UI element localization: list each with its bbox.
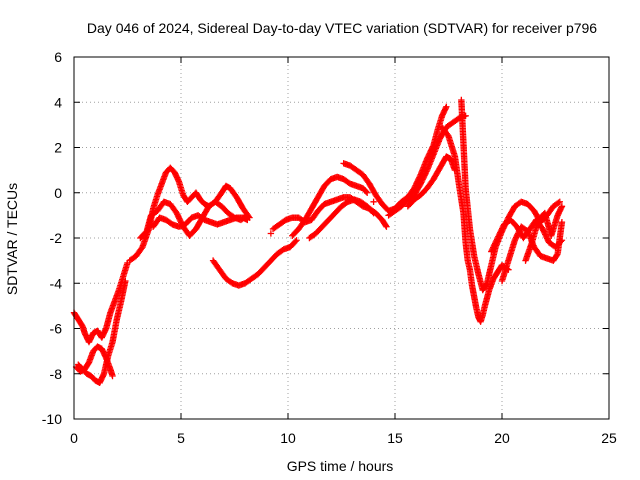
x-tick-label: 20 [494,430,510,446]
data-point [369,208,376,216]
data-point [109,372,116,380]
y-axis-label: SDTVAR / TECUs [4,183,20,295]
y-tick-label: -6 [50,321,63,337]
data-point [382,222,389,229]
data-point [362,188,370,195]
data-point [383,223,390,230]
data-point [122,277,129,285]
data-point [555,199,562,206]
data-point [293,237,300,244]
data-point [558,203,566,210]
chart-title: Day 046 of 2024, Sidereal Day-to-day VTE… [87,20,597,36]
y-tick-label: -2 [50,230,63,246]
data-point [292,238,299,245]
x-tick-label: 25 [601,430,617,446]
data-point [443,103,450,110]
x-tick-label: 5 [177,430,185,446]
y-tick-label: -10 [42,411,62,427]
data-point-isolated [361,187,369,194]
y-tick-label: 0 [54,185,62,201]
data-point [556,198,563,205]
y-tick-label: -8 [50,366,63,382]
y-tick-label: 2 [54,140,62,156]
axis-ticks: 0 5 10 15 20 25 -10 -8 -6 -4 -2 0 2 4 6 [42,49,617,446]
y-tick-label: 6 [54,49,62,65]
x-tick-label: 10 [280,430,296,446]
x-tick-label: 0 [70,430,78,446]
data-point [244,216,251,224]
data-point-isolated [267,230,275,237]
y-tick-label: -4 [50,275,63,291]
data-markers [70,96,566,386]
data-point [558,218,566,226]
y-tick-label: 4 [54,94,62,110]
x-axis-label: GPS time / hours [287,458,394,474]
data-point-isolated [370,198,377,205]
x-tick-label: 15 [387,430,403,446]
data-point [370,209,377,217]
